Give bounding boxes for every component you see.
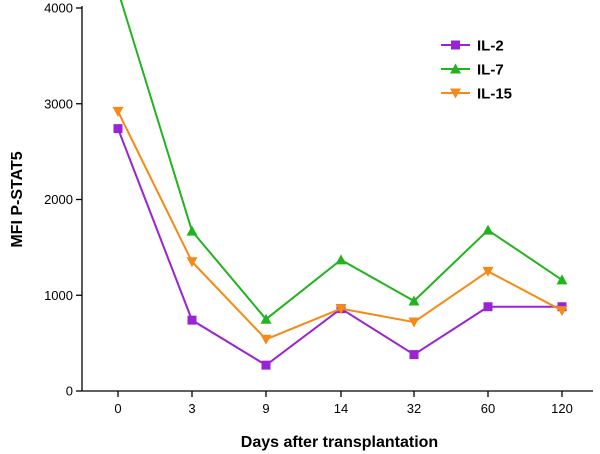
data-point-il-2 — [261, 360, 271, 370]
series-il-7 — [119, 0, 568, 324]
data-point-il-7 — [335, 254, 347, 265]
x-tick-label: 9 — [262, 401, 269, 416]
data-point-il-7 — [408, 295, 420, 306]
data-point-il-15 — [186, 257, 198, 268]
legend-marker — [451, 40, 460, 50]
x-tick-label: 0 — [114, 401, 121, 416]
series-il-15 — [112, 106, 568, 345]
data-point-il-15 — [112, 106, 124, 117]
x-tick-label: 120 — [551, 401, 573, 416]
legend-label: IL-7 — [477, 62, 504, 79]
data-point-il-2 — [113, 124, 123, 134]
x-tick-label: 32 — [407, 401, 421, 416]
data-point-il-15 — [556, 306, 568, 317]
y-tick-label: 3000 — [44, 96, 73, 111]
legend-label: IL-2 — [477, 38, 504, 55]
y-tick-label: 1000 — [44, 288, 73, 303]
legend: IL-2 IL-7 IL-15 — [441, 38, 512, 103]
x-ticks: 0 3 9 14 32 60 120 — [114, 391, 573, 416]
data-point-il-15 — [482, 266, 494, 277]
data-point-il-7 — [186, 225, 198, 236]
data-point-il-2 — [409, 350, 419, 360]
legend-marker — [450, 88, 461, 99]
data-point-il-15 — [260, 334, 272, 345]
legend-item-il-2: IL-2 — [441, 38, 504, 55]
data-point-il-7 — [482, 224, 494, 235]
data-point-il-7 — [260, 313, 272, 324]
x-tick-label: 3 — [188, 401, 195, 416]
data-point-il-2 — [483, 302, 493, 312]
y-ticks: 0 1000 2000 3000 4000 — [44, 1, 82, 399]
legend-item-il-15: IL-15 — [441, 86, 512, 103]
x-axis-title: Days after transplantation — [241, 434, 438, 451]
legend-label: IL-15 — [477, 86, 512, 103]
series-il-2 — [113, 124, 567, 370]
x-tick-label: 14 — [334, 401, 348, 416]
y-tick-label: 0 — [66, 384, 73, 399]
y-tick-label: 4000 — [44, 1, 73, 16]
data-point-il-2 — [187, 315, 197, 325]
data-point-il-15 — [335, 304, 347, 315]
series-layer — [112, 0, 568, 370]
legend-marker — [450, 63, 461, 74]
y-tick-label: 2000 — [44, 192, 73, 207]
legend-item-il-7: IL-7 — [441, 62, 504, 79]
x-tick-label: 60 — [481, 401, 495, 416]
axes — [81, 6, 593, 392]
y-axis-title: MFI P-STAT5 — [9, 151, 26, 247]
data-point-il-7 — [556, 274, 568, 285]
data-point-il-15 — [408, 317, 420, 328]
